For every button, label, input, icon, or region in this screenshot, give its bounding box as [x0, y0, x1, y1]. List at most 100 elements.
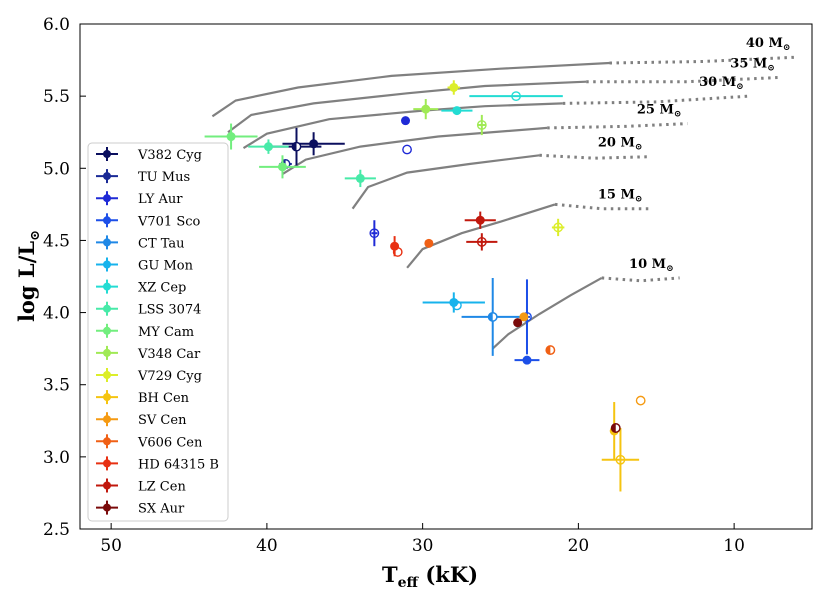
track-35-solid	[227, 80, 587, 134]
star-point	[447, 80, 461, 95]
legend-entry: TU Mus	[96, 169, 190, 185]
legend-marker-dot	[103, 503, 111, 512]
legend-marker-dot	[103, 282, 111, 291]
legend-entry: HD 64315 B	[96, 456, 219, 472]
legend-label: BH Cen	[138, 391, 190, 406]
data-points	[204, 80, 646, 492]
star-point	[545, 345, 556, 356]
star-point	[610, 423, 621, 433]
star-point	[390, 236, 400, 257]
legend-marker-dot	[103, 481, 111, 490]
track-label-25: 25 M⊙	[637, 103, 682, 120]
marker-filled	[519, 312, 529, 322]
y-tick-label: 6.0	[43, 15, 70, 35]
y-tick-label: 5.5	[43, 87, 70, 107]
track-10-dotted	[601, 276, 680, 283]
track-10-solid	[491, 276, 603, 350]
legend-label: XZ Cep	[138, 281, 186, 296]
star-point	[476, 114, 487, 136]
marker-half-fill	[611, 423, 616, 433]
legend-marker-dot	[103, 194, 111, 203]
marker-open	[511, 91, 521, 102]
marker-filled	[452, 106, 462, 116]
x-tick-label: 30	[412, 536, 434, 556]
x-tick-label: 40	[256, 536, 278, 556]
legend-entry: V348 Car	[96, 345, 201, 362]
legend-entry: LY Aur	[96, 191, 183, 207]
legend-label: TU Mus	[138, 170, 190, 185]
marker-open	[476, 236, 487, 247]
star-point	[519, 312, 529, 322]
y-tick-label: 2.5	[43, 520, 70, 540]
star-point	[248, 139, 289, 154]
track-label-20: 20 M⊙	[598, 136, 643, 153]
track-25-dotted	[547, 122, 688, 130]
x-axis-title: Teff (kK)	[382, 562, 478, 591]
star-point	[441, 106, 473, 116]
marker-filled	[421, 104, 431, 114]
marker-filled	[513, 318, 523, 328]
plot-frame	[79, 23, 813, 530]
marker-open	[392, 247, 403, 257]
marker-filled	[475, 215, 485, 225]
legend-entry: XZ Cep	[96, 279, 186, 296]
legend-label: SV Cen	[138, 413, 187, 428]
star-point	[424, 238, 434, 248]
track-30-solid	[242, 102, 563, 150]
marker-open	[369, 228, 380, 239]
legend-entry: LSS 3074	[96, 301, 201, 318]
legend-entry: V382 Cyg	[96, 147, 202, 163]
star-point	[514, 355, 540, 365]
legend-entry: CT Tau	[96, 235, 185, 251]
star-point	[513, 318, 523, 328]
legend-marker-dot	[103, 260, 111, 269]
track-40-dotted	[609, 55, 797, 65]
track-label-40: 40 M⊙	[746, 36, 791, 53]
star-point	[204, 123, 258, 150]
star-point	[392, 247, 403, 257]
y-tick-label: 4.0	[43, 304, 70, 324]
legend-marker-dot	[103, 415, 111, 424]
legend-label: V348 Car	[137, 347, 201, 362]
legend-entry: BH Cen	[96, 390, 190, 406]
legend-marker-dot	[103, 304, 111, 313]
marker-filled	[226, 132, 236, 142]
legend: V382 Cyg TU Mus LY Aur V701 Sco CT Tau GU Mon…	[87, 142, 229, 522]
legend-marker-dot	[103, 238, 111, 247]
marker-open	[615, 454, 626, 465]
marker-filled	[424, 238, 434, 248]
x-tick-label: 10	[723, 536, 745, 556]
marker-open	[476, 120, 487, 130]
legend-label: V729 Cyg	[137, 369, 202, 384]
track-40-solid	[211, 61, 610, 118]
star-point	[466, 233, 498, 251]
track-label-10: 10 M⊙	[629, 257, 674, 274]
legend-entry: MY Cam	[96, 323, 194, 340]
star-point	[452, 300, 462, 311]
marker-filled	[449, 82, 459, 92]
marker-filled	[355, 173, 365, 183]
legend-label: GU Mon	[138, 259, 194, 274]
star-point	[469, 91, 563, 102]
legend-label: V701 Sco	[137, 214, 201, 229]
legend-box	[87, 142, 229, 522]
star-point	[464, 211, 496, 229]
legend-label: LY Aur	[138, 192, 183, 207]
star-point	[369, 220, 380, 247]
track-25-solid	[281, 126, 548, 176]
star-point	[601, 428, 640, 492]
star-point	[259, 155, 306, 179]
legend-label: MY Cam	[138, 325, 194, 340]
legend-label: HD 64315 B	[138, 457, 219, 472]
marker-half-fill	[292, 142, 297, 151]
star-point	[461, 277, 524, 356]
legend-label: LZ Cen	[138, 480, 186, 495]
marker-open	[452, 300, 462, 311]
legend-entry: SX Aur	[96, 500, 185, 517]
legend-label: V606 Cen	[137, 435, 203, 450]
track-35-dotted	[586, 75, 781, 84]
track-20-dotted	[539, 153, 649, 160]
marker-filled	[522, 355, 532, 365]
evolutionary-tracks	[211, 55, 797, 350]
marker-filled	[401, 116, 411, 126]
